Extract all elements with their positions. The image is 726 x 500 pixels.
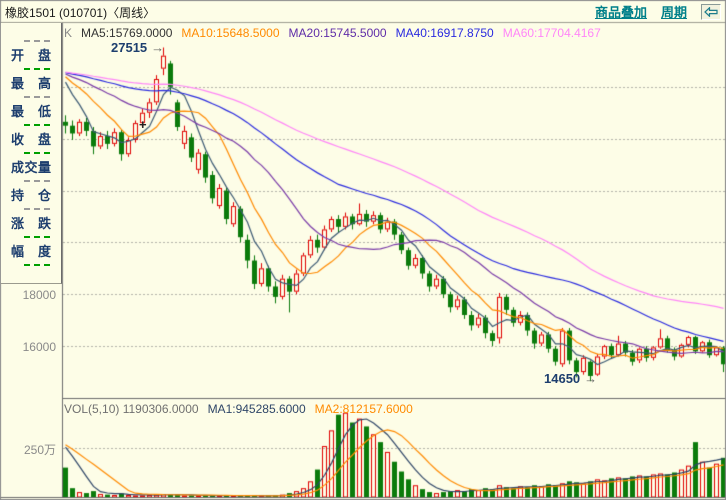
low-annotation-text: 14650 — [544, 371, 581, 386]
date-placeholder — [1, 36, 61, 47]
price-axis-label-16000: 16000 — [22, 340, 56, 354]
k-label: K — [64, 26, 73, 40]
low-annotation: 14650 → — [544, 371, 597, 386]
sidebar-label-range: 幅度 — [11, 244, 51, 259]
overlay-link[interactable]: 商品叠加 — [594, 5, 647, 20]
sidebar-label-low: 最低 — [11, 104, 51, 119]
ma-header: K MA5:15769.0000 MA10:15648.5000 MA20:15… — [64, 26, 601, 40]
sidebar-label-volume: 成交量 — [11, 160, 51, 175]
sidebar-label-high: 最高 — [11, 76, 51, 91]
ma5-value: MA5:15769.0000 — [81, 26, 173, 40]
value-placeholder — [1, 148, 61, 159]
value-placeholder — [1, 64, 61, 75]
ma60-value: MA60:17704.4167 — [502, 26, 601, 40]
sidebar-label-openinterest: 持仓 — [11, 188, 51, 203]
quote-sidebar: 开盘 最高 最低 收盘 成交量 持仓 涨跌 幅度 — [1, 23, 62, 284]
value-placeholder — [1, 204, 61, 215]
volume-axis-label-250wan: 250万 — [23, 443, 56, 457]
value-placeholder — [1, 176, 61, 187]
volume-header: VOL(5,10) 1190306.0000 MA1:945285.6000 M… — [64, 402, 413, 416]
title-bar: 橡胶1501 (010701)〈周线〉 商品叠加 周期 — [0, 0, 726, 22]
contract-title: 橡胶1501 (010701)〈周线〉 — [5, 6, 156, 20]
sidebar-label-close: 收盘 — [11, 132, 51, 147]
title-links: 商品叠加 周期 — [595, 2, 721, 21]
price-axis-label-18000: 18000 — [22, 288, 56, 302]
sidebar-label-open: 开盘 — [11, 48, 51, 63]
left-arrow-icon — [704, 6, 718, 17]
back-arrow-button[interactable] — [701, 3, 721, 20]
high-annotation-text: 27515 — [111, 40, 148, 55]
value-placeholder — [1, 260, 61, 271]
value-placeholder — [1, 120, 61, 131]
high-annotation: 27515 → — [111, 40, 164, 55]
ma40-value: MA40:16917.8750 — [395, 26, 494, 40]
ma10-value: MA10:15648.5000 — [181, 26, 280, 40]
high-annotation-arrow: → — [151, 40, 165, 55]
value-placeholder — [1, 232, 61, 243]
crosshair-marker: + — [139, 117, 147, 132]
vol-ma1-value: MA1:945285.6000 — [207, 402, 306, 416]
sidebar-label-change: 涨跌 — [11, 216, 51, 231]
vol-ma2-value: MA2:812157.6000 — [314, 402, 413, 416]
value-placeholder — [1, 92, 61, 103]
vol-value: VOL(5,10) 1190306.0000 — [64, 402, 199, 416]
low-annotation-arrow: → — [584, 371, 598, 386]
ma20-value: MA20:15745.5000 — [288, 26, 387, 40]
period-link[interactable]: 周期 — [660, 5, 687, 20]
